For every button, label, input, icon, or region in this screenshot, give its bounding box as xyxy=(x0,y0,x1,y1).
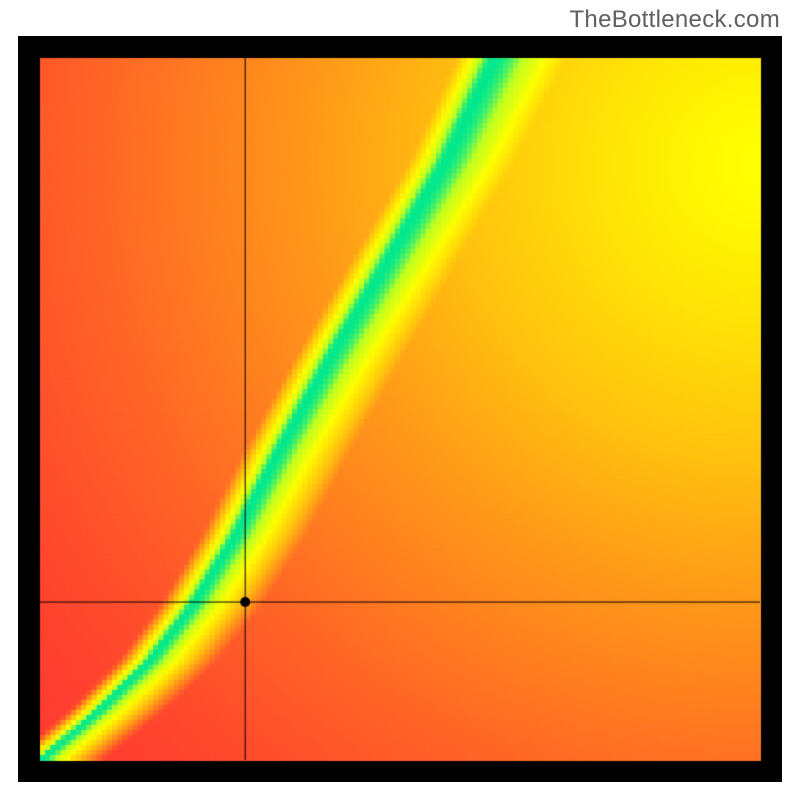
chart-container: TheBottleneck.com xyxy=(0,0,800,800)
heatmap-plot xyxy=(18,36,782,782)
watermark-text: TheBottleneck.com xyxy=(569,6,780,34)
heatmap-canvas xyxy=(18,36,782,782)
